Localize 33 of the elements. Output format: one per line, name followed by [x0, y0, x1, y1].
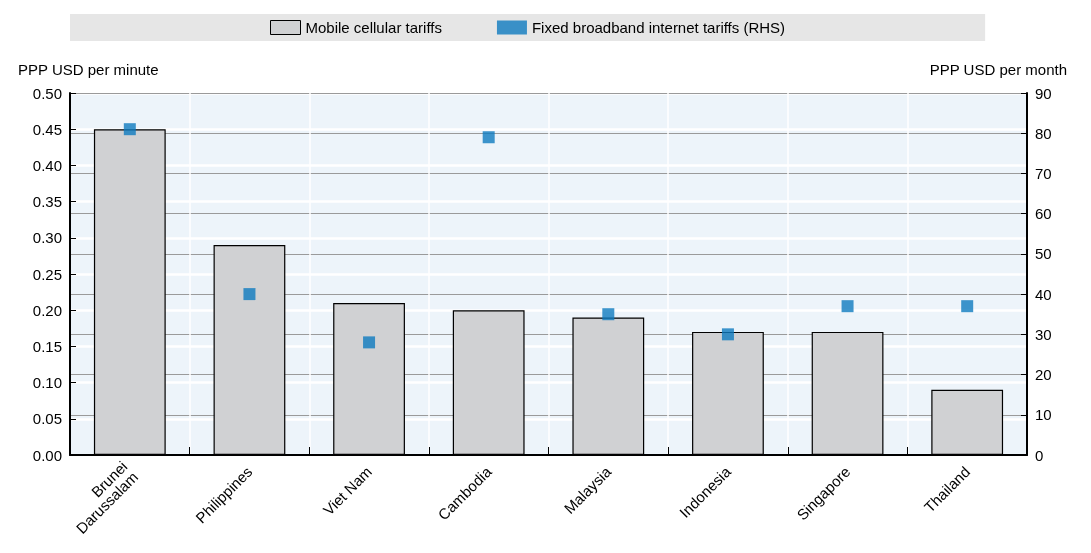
y2-tick-label: 50 — [1035, 245, 1052, 263]
y2-tick-label: 40 — [1035, 285, 1052, 303]
y-tick-label: 0.20 — [32, 301, 62, 319]
y-tick-label: 0.45 — [32, 120, 62, 138]
point — [961, 300, 974, 313]
y-tick-label: 0.50 — [32, 84, 62, 102]
y-tick-label: 0.35 — [32, 193, 62, 211]
y2-tick-label: 20 — [1035, 366, 1052, 384]
y2-tick-label: 80 — [1035, 124, 1052, 142]
y2-axis-title: PPP USD per month — [929, 61, 1067, 78]
point — [602, 308, 615, 321]
y-tick-label: 0.00 — [32, 446, 62, 464]
y2-tick-label: 0 — [1035, 446, 1044, 464]
y-tick-label: 0.15 — [32, 337, 62, 355]
point — [841, 300, 854, 313]
point — [123, 123, 136, 136]
y2-tick-label: 10 — [1035, 406, 1052, 424]
point — [243, 288, 256, 301]
y-axis-title: PPP USD per minute — [18, 61, 159, 78]
legend-label: Mobile cellular tariffs — [305, 19, 442, 36]
point — [363, 336, 376, 349]
y-tick-label: 0.05 — [32, 410, 62, 428]
y-tick-label: 0.25 — [32, 265, 62, 283]
point — [482, 131, 495, 144]
y-tick-label: 0.30 — [32, 229, 62, 247]
y2-tick-label: 30 — [1035, 325, 1052, 343]
y2-tick-label: 60 — [1035, 205, 1052, 223]
legend-label: Fixed broadband internet tariffs (RHS) — [531, 19, 786, 36]
y-tick-label: 0.40 — [32, 156, 62, 174]
y2-tick-label: 70 — [1035, 164, 1052, 182]
y-tick-label: 0.10 — [32, 374, 62, 392]
point — [721, 328, 734, 341]
y2-tick-label: 90 — [1035, 84, 1052, 102]
